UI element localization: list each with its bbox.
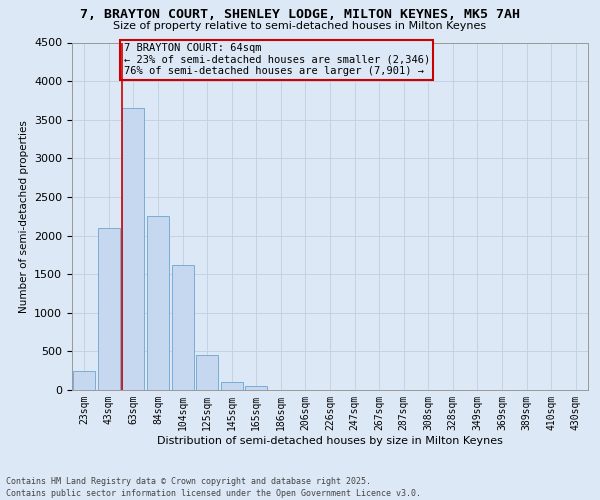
Text: 7 BRAYTON COURT: 64sqm
← 23% of semi-detached houses are smaller (2,346)
76% of : 7 BRAYTON COURT: 64sqm ← 23% of semi-det… (124, 44, 430, 76)
Bar (172, 264, 194, 390)
Bar (147, 216, 169, 390)
Bar (221, 382, 243, 390)
X-axis label: Distribution of semi-detached houses by size in Milton Keynes: Distribution of semi-detached houses by … (157, 436, 503, 446)
Bar (122, 108, 145, 390)
Text: 7, BRAYTON COURT, SHENLEY LODGE, MILTON KEYNES, MK5 7AH: 7, BRAYTON COURT, SHENLEY LODGE, MILTON … (80, 8, 520, 20)
Text: Contains HM Land Registry data © Crown copyright and database right 2025.
Contai: Contains HM Land Registry data © Crown c… (6, 476, 421, 498)
Bar (73, 370, 95, 390)
Bar (196, 355, 218, 390)
Y-axis label: Number of semi-detached properties: Number of semi-detached properties (19, 120, 29, 312)
Text: Size of property relative to semi-detached houses in Milton Keynes: Size of property relative to semi-detach… (113, 21, 487, 31)
Bar (245, 386, 268, 390)
Bar (98, 228, 120, 390)
